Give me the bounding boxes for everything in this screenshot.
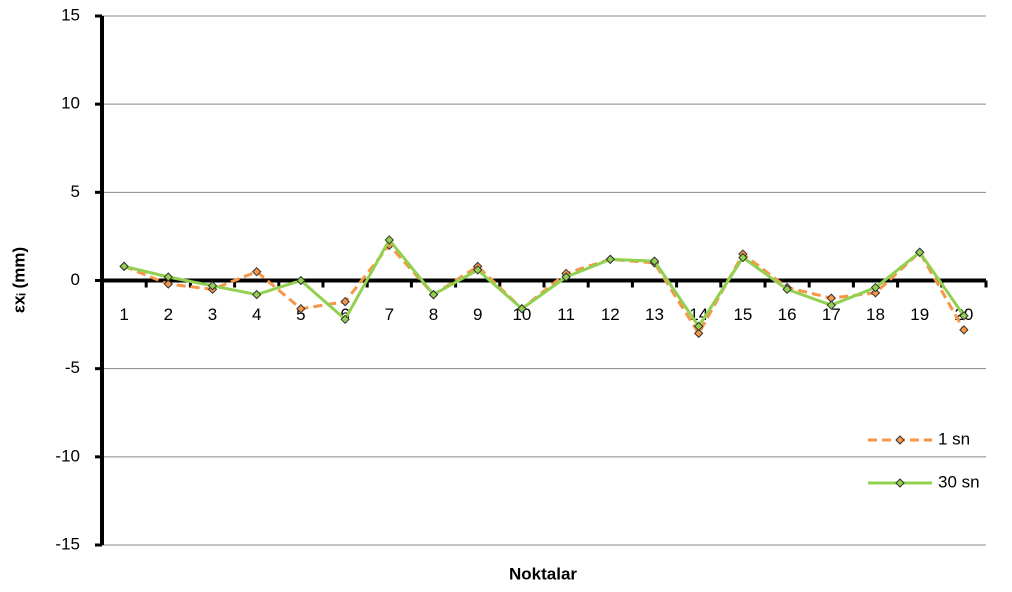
legend-marker: [895, 478, 905, 488]
x-tick-label: 11: [557, 305, 575, 324]
y-axis-label: εxᵢ (mm): [9, 247, 28, 313]
data-point: [693, 328, 704, 339]
data-point: [561, 272, 571, 282]
data-point: [693, 321, 704, 332]
data-point: [163, 272, 174, 282]
data-point: [428, 289, 439, 300]
x-tick-label: 8: [429, 305, 438, 324]
x-tick-label: 16: [778, 305, 797, 324]
x-tick-label: 7: [385, 305, 394, 324]
legend-marker: [895, 435, 905, 445]
data-point: [959, 325, 969, 335]
data-point: [870, 282, 881, 293]
x-tick-label: 12: [601, 305, 620, 324]
x-tick-label: 19: [910, 305, 929, 324]
x-tick-label: 5: [296, 305, 305, 324]
x-tick-label: 1: [119, 305, 128, 324]
legend-label: 1 sn: [938, 429, 970, 448]
y-tick-label: 15: [61, 5, 80, 24]
data-point: [119, 261, 129, 272]
x-tick-label: 18: [866, 305, 885, 324]
x-tick-label: 6: [340, 305, 349, 324]
y-tick-label: 0: [71, 270, 80, 289]
data-point: [959, 311, 969, 321]
data-point: [163, 279, 174, 289]
x-tick-label: 15: [733, 305, 752, 324]
data-point: [207, 281, 218, 291]
y-tick-label: -15: [55, 534, 80, 553]
x-tick-label: 3: [208, 305, 217, 324]
x-tick-label: 9: [473, 305, 482, 324]
x-tick-label: 17: [822, 305, 841, 324]
y-tick-label: -10: [55, 446, 80, 465]
data-point: [517, 304, 527, 314]
data-point: [605, 254, 616, 265]
data-point: [340, 314, 350, 325]
x-axis-label: Noktalar: [509, 564, 577, 583]
data-point: [738, 252, 748, 263]
y-tick-label: -5: [65, 358, 80, 377]
data-point: [251, 266, 262, 277]
y-tick-label: 5: [71, 182, 80, 201]
data-point: [251, 289, 262, 300]
data-point: [296, 275, 306, 286]
series-line: [123, 237, 966, 330]
data-point: [340, 296, 350, 307]
data-point: [296, 304, 306, 314]
legend-label: 30 sn: [938, 472, 980, 491]
data-point: [914, 247, 925, 257]
data-point: [782, 284, 792, 295]
x-tick-label: 13: [645, 305, 664, 324]
x-tick-label: 2: [164, 305, 173, 324]
x-tick-label: 10: [512, 305, 531, 324]
x-tick-label: 4: [252, 305, 261, 324]
data-point: [472, 265, 483, 275]
y-tick-label: 10: [61, 94, 80, 113]
data-point: [870, 288, 881, 298]
data-point: [649, 256, 660, 266]
data-point: [384, 235, 395, 245]
data-point: [826, 300, 837, 310]
